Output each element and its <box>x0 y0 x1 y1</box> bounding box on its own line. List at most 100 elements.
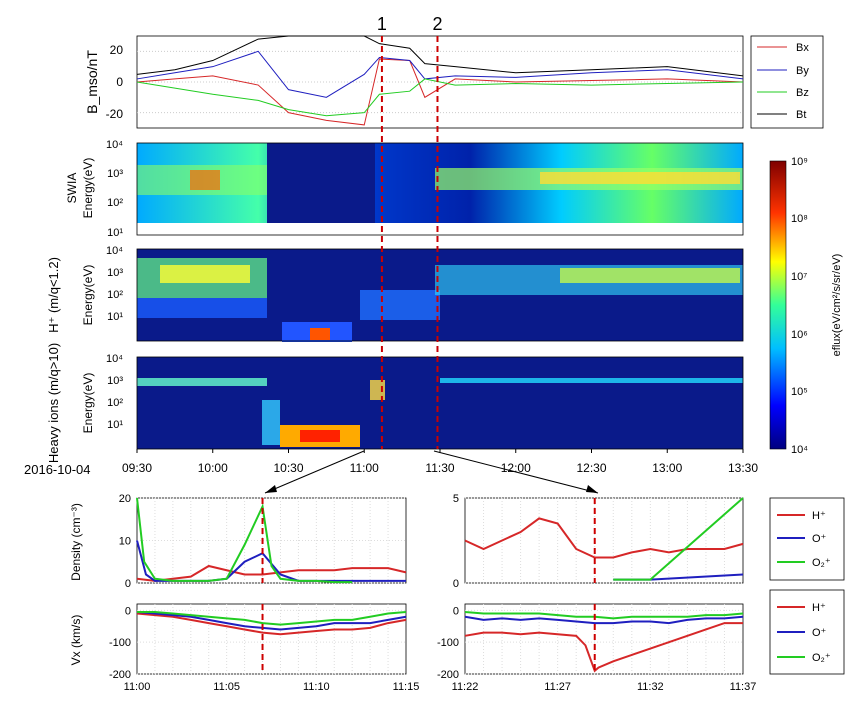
hplus-band-4 <box>360 290 440 320</box>
time-tick-label: 12:30 <box>576 461 606 475</box>
panel-ytick: 0 <box>453 578 459 590</box>
legend-bt: Bt <box>796 109 806 121</box>
time-tick-label: 11:00 <box>350 461 379 475</box>
panel-xtick: 11:15 <box>393 681 420 693</box>
mag-ytick-20: 20 <box>110 43 124 57</box>
density-right-panel: 50 <box>453 493 744 590</box>
density-ylabel: Density (cm⁻³) <box>69 503 83 581</box>
time-tick-label: 12:00 <box>501 461 531 475</box>
time-tick-label: 09:30 <box>122 461 152 475</box>
heavy-background <box>137 357 743 449</box>
vl-h-label: H⁺ <box>812 602 826 614</box>
panel-xtick: 11:22 <box>452 681 479 693</box>
hplus-band-3 <box>137 298 267 318</box>
time-tick-label: 11:30 <box>425 461 454 475</box>
heavy-band-2 <box>262 400 280 445</box>
panel-ytick: -100 <box>109 637 131 649</box>
dl-h-label: H⁺ <box>812 510 826 522</box>
zoom-arrowhead-right <box>586 485 598 493</box>
colorbar-tick-1e6: 10⁶ <box>791 329 808 341</box>
colorbar-gradient <box>769 160 787 450</box>
colorbar-tick-1e5: 10⁵ <box>791 386 808 398</box>
panel-series-line <box>464 622 743 673</box>
colorbar-label: eflux(eV/cm²/s/sr/eV) <box>831 254 843 357</box>
event-marker-label: 1 <box>377 14 387 34</box>
panel-series-line <box>464 610 744 620</box>
mag-ytick-neg20: -20 <box>106 107 124 121</box>
heavy-ytick-1e1: 10¹ <box>107 419 123 431</box>
series-line-by <box>136 50 744 98</box>
hplus-band-6 <box>560 268 740 283</box>
time-axis-ticks: 09:30 10:00 10:30 11:00 11:30 12:00 12:30 13:00… <box>122 449 758 475</box>
heavy-ytick-1e4: 10⁴ <box>106 353 123 365</box>
series-line-bx <box>136 58 744 126</box>
panel-ytick: 0 <box>125 578 131 590</box>
time-tick-label: 10:00 <box>198 461 228 475</box>
swia-ytick-1e2: 10² <box>107 197 123 209</box>
hplus-ytick-1e3: 10³ <box>107 267 123 279</box>
legend-bx: Bx <box>796 42 809 54</box>
panel-xtick: 11:32 <box>637 681 664 693</box>
panel-series-line <box>137 610 407 626</box>
hplus-hotspot <box>310 328 330 340</box>
heavy-hotspot <box>300 430 340 442</box>
swia-low-region <box>267 143 375 223</box>
dl-o-label: O⁺ <box>812 533 827 545</box>
colorbar-tick-1e8: 10⁸ <box>791 213 808 225</box>
colorbar-tick-1e7: 10⁷ <box>791 271 807 283</box>
swia-ytick-1e4: 10⁴ <box>106 139 123 151</box>
magnetic-field-panel: 20 0 -20 B_mso/nT Bx By Bz Bt <box>84 35 824 129</box>
legend-by: By <box>796 65 809 77</box>
swia-frame <box>136 142 744 236</box>
dl-o2-label: O₂⁺ <box>812 557 831 569</box>
time-tick-label: 10:30 <box>273 461 303 475</box>
vl-o-label: O⁺ <box>812 627 827 639</box>
hplus-ylabel: Energy(eV) <box>81 265 95 326</box>
swia-band-3 <box>540 172 740 184</box>
panel-series-line <box>136 610 407 631</box>
zoom-arrows <box>264 450 599 494</box>
colorbar-tick-1e4: 10⁴ <box>791 444 808 456</box>
series-line-bz <box>136 78 744 117</box>
vl-o2-label: O₂⁺ <box>812 652 831 664</box>
heavy-title: Heavy ions (m/q>10) <box>46 343 61 463</box>
swia-ytick-1e1: 10¹ <box>107 227 123 239</box>
panel-series-line <box>136 612 407 636</box>
heavy-ytick-1e3: 10³ <box>107 375 123 387</box>
time-tick-label: 13:00 <box>652 461 682 475</box>
vx-ylabel: Vx (km/s) <box>69 615 83 666</box>
swia-spectrogram: 10⁴ 10³ 10² 10¹ SWIA Energy(eV) <box>65 139 744 239</box>
swia-title: SWIA <box>65 173 79 204</box>
date-label: 2016-10-04 <box>24 462 91 477</box>
hplus-ytick-1e1: 10¹ <box>107 311 123 323</box>
hplus-title: H⁺ (m/q<1.2) <box>46 257 61 333</box>
vx-legend: H⁺ O⁺ O₂⁺ <box>769 589 845 675</box>
hplus-frame <box>136 248 744 342</box>
heavy-ions-spectrogram: 10⁴ 10³ 10² 10¹ Heavy ions (m/q>10) Ener… <box>24 343 758 477</box>
panel-xtick: 11:00 <box>124 681 151 693</box>
panel-xtick: 11:37 <box>730 681 757 693</box>
swia-ylabel: Energy(eV) <box>81 158 95 219</box>
panel-frame <box>464 497 744 584</box>
hplus-ytick-1e2: 10² <box>107 289 123 301</box>
density-legend: H⁺ O⁺ O₂⁺ <box>769 497 845 581</box>
swia-hotspot <box>190 170 220 190</box>
panel-ytick: 5 <box>453 493 459 505</box>
panel-ytick: 20 <box>119 493 131 505</box>
hplus-band-2 <box>160 265 250 283</box>
panel-ytick: 10 <box>119 536 131 548</box>
zoom-arrow-left <box>264 450 365 494</box>
swia-ytick-1e3: 10³ <box>107 168 123 180</box>
zoom-arrow-right <box>433 450 599 494</box>
heavy-band-4 <box>440 378 743 383</box>
hplus-spectrogram: 10⁴ 10³ 10² 10¹ H⁺ (m/q<1.2) Energy(eV) <box>46 245 744 342</box>
panel-xtick: 11:10 <box>303 681 330 693</box>
heavy-ylabel: Energy(eV) <box>81 373 95 434</box>
zoom-arrowhead-left <box>265 485 277 493</box>
hplus-ytick-1e4: 10⁴ <box>106 245 123 257</box>
mag-ylabel: B_mso/nT <box>84 50 100 114</box>
panel-ytick: 0 <box>453 605 459 617</box>
mag-ytick-0: 0 <box>116 75 123 89</box>
